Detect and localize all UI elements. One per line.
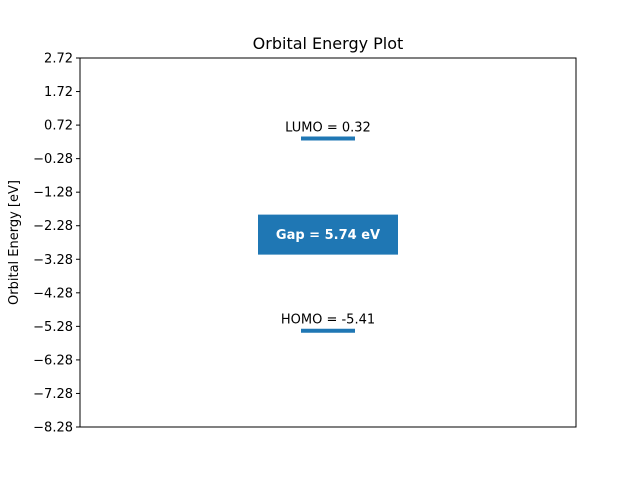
y-tick-label: −8.28	[33, 421, 73, 436]
plot-frame	[79, 57, 577, 428]
y-tick-label: −6.28	[33, 353, 73, 368]
y-tick-label: 1.72	[44, 85, 73, 100]
y-tick-label: −3.28	[33, 253, 73, 268]
y-axis-label: Orbital Energy [eV]	[7, 180, 22, 305]
y-tick-label: −7.28	[33, 387, 73, 402]
y-tick-label: 0.72	[44, 119, 73, 134]
gap-label: Gap = 5.74 eV	[276, 228, 380, 243]
homo-level-label: HOMO = -5.41	[281, 313, 375, 328]
y-tick-label: −1.28	[33, 186, 73, 201]
chart-title: Orbital Energy Plot	[253, 34, 404, 53]
lumo-level-label: LUMO = 0.32	[285, 121, 371, 136]
gap-box	[258, 214, 398, 255]
plot-marks: LUMO = 0.32 HOMO = -5.41 Gap = 5.74 eV	[258, 121, 398, 333]
y-tick-label: −5.28	[33, 320, 73, 335]
y-tick-label: −2.28	[33, 219, 73, 234]
y-tick-label: −4.28	[33, 286, 73, 301]
y-axis-ticks: 2.72 1.72 0.72 −0.28 −1.28 −2.28 −3.28 −4.28 −5.…	[33, 52, 80, 436]
y-tick-label: 2.72	[44, 52, 73, 67]
y-tick-label: −0.28	[33, 152, 73, 167]
